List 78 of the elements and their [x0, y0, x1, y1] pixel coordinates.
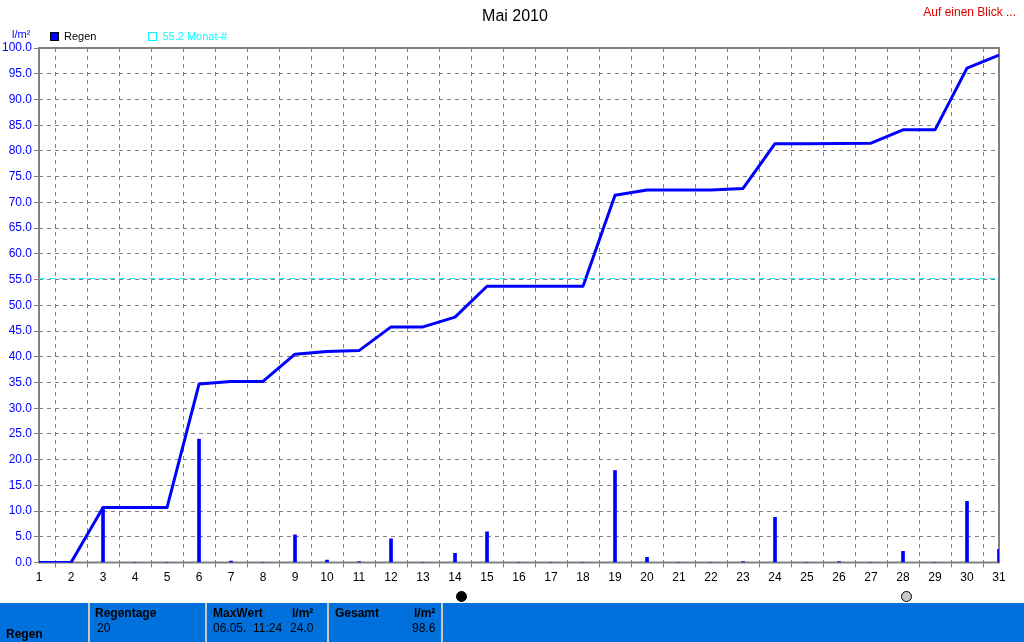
x-tick-label: 20	[640, 570, 654, 585]
text: 06.05. 11:24	[213, 621, 283, 635]
y-tick-label: 80.0	[8, 143, 33, 158]
bar	[485, 531, 489, 563]
text: MaxWert	[213, 606, 263, 620]
x-tick-label: 30	[960, 570, 974, 585]
x-tick-label: 6	[195, 570, 203, 585]
y-tick-label: 30.0	[8, 400, 33, 415]
x-tick-label: 8	[259, 570, 267, 585]
y-tick-label: 5.0	[15, 529, 33, 544]
x-tick-label: 11	[352, 570, 366, 585]
x-tick-label: 16	[512, 570, 527, 585]
x-tick-label: 5	[163, 570, 171, 585]
x-tick-label: 24	[768, 570, 782, 585]
x-tick-label: 15	[480, 570, 495, 585]
y-tick-label: 65.0	[8, 220, 33, 235]
x-tick-label: 29	[928, 570, 942, 585]
y-tick-label: 15.0	[8, 477, 33, 492]
y-tick-label: 50.0	[8, 297, 33, 312]
bar	[197, 438, 201, 563]
text: 24.0	[290, 621, 314, 635]
bar	[613, 470, 617, 563]
x-tick-label: 13	[416, 570, 431, 585]
x-tick-label: 2	[67, 570, 75, 585]
bar	[293, 534, 297, 563]
x-tick-label: 22	[704, 570, 718, 585]
x-tick-label: 27	[864, 570, 878, 585]
text: 20	[97, 621, 111, 635]
x-tick-label: 10	[320, 570, 335, 585]
bar	[453, 553, 457, 563]
y-tick-label: 45.0	[8, 323, 33, 338]
bar	[901, 550, 905, 563]
x-tick-label: 12	[384, 570, 399, 585]
bar	[965, 501, 969, 563]
x-tick-label: 19	[608, 570, 623, 585]
y-tick-label: 70.0	[8, 194, 33, 209]
x-tick-label: 4	[131, 570, 139, 585]
x-tick-label: 26	[832, 570, 846, 585]
y-tick-label: 35.0	[8, 374, 33, 389]
y-tick-label: 0.0	[15, 554, 33, 569]
legend-label: 55.2 Monat-#	[162, 30, 228, 42]
x-tick-label: 1	[35, 570, 43, 585]
text: Regen	[6, 627, 43, 641]
text: l/m²	[414, 606, 436, 620]
legend-label: Regen	[64, 30, 97, 42]
bar	[645, 557, 649, 563]
y-tick-label: 85.0	[8, 117, 33, 132]
bar	[997, 548, 999, 563]
y-tick-label: 75.0	[8, 168, 33, 183]
x-tick-label: 23	[736, 570, 750, 585]
x-tick-label: 14	[448, 570, 463, 585]
y-tick-label: 55.0	[8, 271, 33, 286]
x-tick-label: 18	[576, 570, 591, 585]
x-tick-label: 28	[896, 570, 910, 585]
y-tick-label: 20.0	[8, 451, 33, 466]
x-tick-label: 17	[544, 570, 559, 585]
y-axis-title: l/m²	[12, 28, 31, 40]
x-tick-label: 21	[672, 570, 686, 585]
y-tick-label: 40.0	[8, 349, 33, 364]
text: l/m²	[292, 606, 314, 620]
text: Auf einen Blick ...	[923, 5, 1016, 19]
text: Regentage	[95, 606, 157, 620]
text: Gesamt	[335, 606, 380, 620]
y-tick-label: 95.0	[8, 66, 33, 81]
y-tick-label: 10.0	[8, 503, 33, 518]
x-tick-label: 31	[992, 570, 1006, 585]
text: 98.6	[412, 621, 436, 635]
bar	[389, 538, 393, 563]
y-tick-label: 90.0	[8, 91, 33, 106]
bar	[773, 516, 777, 563]
y-tick-label: 25.0	[8, 426, 33, 441]
x-tick-label: 7	[227, 570, 235, 585]
y-tick-label: 60.0	[8, 246, 33, 261]
chart-title: Mai 2010	[482, 7, 549, 24]
x-tick-label: 25	[800, 570, 814, 585]
x-tick-label: 3	[99, 570, 107, 585]
x-tick-label: 9	[291, 570, 299, 585]
y-tick-label: 100.0	[2, 40, 33, 55]
